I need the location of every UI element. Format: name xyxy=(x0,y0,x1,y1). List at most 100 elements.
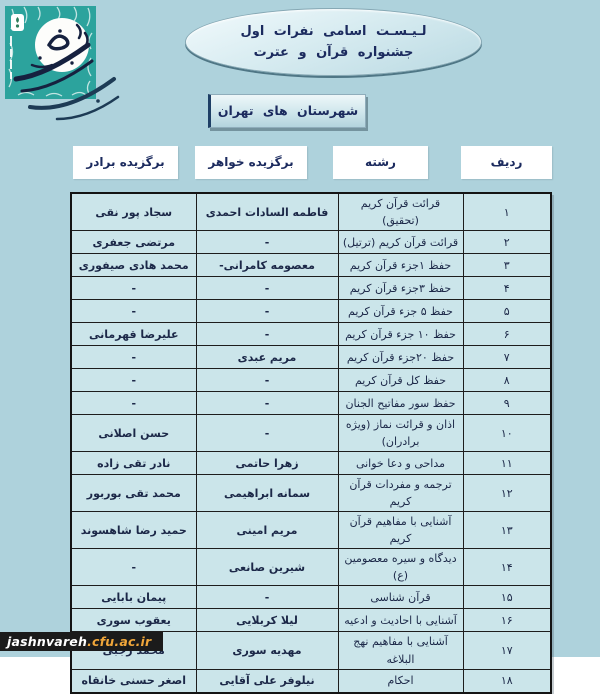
cell-reshteh: حفظ ۱جزء قرآن کریم xyxy=(337,253,464,278)
cell-radif: ۱۲ xyxy=(462,474,552,513)
cell-radif: ۸ xyxy=(462,368,552,393)
cell-baradar: حمید رضا شاهسوند xyxy=(70,511,197,550)
cell-baradar: پیمان بابایی xyxy=(70,585,197,610)
cell-radif: ۱۷ xyxy=(462,631,552,670)
cell-khahar: - xyxy=(195,299,339,324)
cell-radif: ۴ xyxy=(462,276,552,301)
cell-khahar: - xyxy=(195,368,339,393)
table-row: ۱۶ آشنایی با احادیث و ادعیه لیلا کربلایی یع… xyxy=(70,608,552,633)
table-row: ۷ حفظ ۲۰جزء قرآن کریم مریم عبدی - xyxy=(70,345,552,370)
cell-reshteh: احکام xyxy=(337,668,464,694)
cell-baradar: - xyxy=(70,299,197,324)
table-row: ۱۲ ترجمه و مفردات قرآن کریم سمانه ابراهیمی… xyxy=(70,474,552,513)
cell-khahar: - xyxy=(195,585,339,610)
cell-reshteh: حفظ سور مفاتیح الجنان xyxy=(337,391,464,416)
cell-khahar: - xyxy=(195,414,339,453)
cell-radif: ۹ xyxy=(462,391,552,416)
cell-khahar: مریم عبدی xyxy=(195,345,339,370)
cell-reshteh: مداحی و دعا خوانی xyxy=(337,451,464,476)
cell-baradar: سجاد پور نقی xyxy=(70,192,197,232)
table-row: ۲ قرائت قرآن کریم (ترتیل) - مرتضی جعفری xyxy=(70,230,552,255)
table-row: ۸ حفظ کل قرآن کریم - - xyxy=(70,368,552,393)
table-row: ۱۳ آشنایی با مفاهیم قرآن کریم مریم امینی حم… xyxy=(70,511,552,550)
results-table: ۱ قرائت قرآن کریم (تحقیق) فاطمه السادات اح… xyxy=(70,192,552,694)
cell-reshteh: آشنایی با مفاهیم قرآن کریم xyxy=(337,511,464,550)
cell-baradar: مرتضی جعفری xyxy=(70,230,197,255)
region-label: شهرستان های تهران xyxy=(208,94,366,128)
cell-radif: ۱۱ xyxy=(462,451,552,476)
cell-baradar: محمد تقی بوربور xyxy=(70,474,197,513)
table-row: ۳ حفظ ۱جزء قرآن کریم معصومه کامرانی- محمد ه… xyxy=(70,253,552,278)
festival-logo xyxy=(2,3,152,143)
cell-khahar: لیلا کربلایی xyxy=(195,608,339,633)
cell-radif: ۲ xyxy=(462,230,552,255)
title-line1: لـیـسـت اسامی نفرات اول xyxy=(240,23,427,39)
table-row: ۹ حفظ سور مفاتیح الجنان - - xyxy=(70,391,552,416)
cell-baradar: علیرضا قهرمانی xyxy=(70,322,197,347)
cell-reshteh: قرآن شناسی xyxy=(337,585,464,610)
table-row: ۱۵ قرآن شناسی - پیمان بابایی xyxy=(70,585,552,610)
cell-baradar: - xyxy=(70,368,197,393)
column-header-baradar: برگزیده برادر xyxy=(73,146,178,179)
cell-reshteh: حفظ کل قرآن کریم xyxy=(337,368,464,393)
column-header-radif: ردیف xyxy=(461,146,552,179)
cell-reshteh: حفظ ۵ جزء قرآن کریم xyxy=(337,299,464,324)
cell-khahar: - xyxy=(195,391,339,416)
column-header-reshteh: رشته xyxy=(333,146,428,179)
cell-baradar: - xyxy=(70,548,197,587)
cell-khahar: مهدیه سوری xyxy=(195,631,339,670)
cell-khahar: معصومه کامرانی- xyxy=(195,253,339,278)
table-row: ۱ قرائت قرآن کریم (تحقیق) فاطمه السادات اح… xyxy=(70,192,552,232)
cell-khahar: سمانه ابراهیمی xyxy=(195,474,339,513)
cell-khahar: نیلوفر علی آقایی xyxy=(195,668,339,694)
cell-reshteh: آشنایی با مفاهیم نهج البلاغه xyxy=(337,631,464,670)
cell-khahar: - xyxy=(195,276,339,301)
column-header-khahar: برگزیده خواهر xyxy=(195,146,307,179)
cell-radif: ۶ xyxy=(462,322,552,347)
cell-radif: ۱ xyxy=(462,192,552,232)
website-badge: jashnvareh .cfu.ac.ir xyxy=(0,632,164,651)
table-row: ۵ حفظ ۵ جزء قرآن کریم - - xyxy=(70,299,552,324)
cell-reshteh: اذان و قرائت نماز (ویژه برادران) xyxy=(337,414,464,453)
cell-reshteh: حفظ ۱۰ جزء قرآن کریم xyxy=(337,322,464,347)
cell-khahar: مریم امینی xyxy=(195,511,339,550)
title-line2: جشنواره قرآن و عترت xyxy=(253,45,414,60)
cell-radif: ۱۶ xyxy=(462,608,552,633)
cell-baradar: محمد هادی صیفوری xyxy=(70,253,197,278)
cell-radif: ۱۳ xyxy=(462,511,552,550)
cell-radif: ۱۵ xyxy=(462,585,552,610)
table-row: ۱۰ اذان و قرائت نماز (ویژه برادران) - حسن ا… xyxy=(70,414,552,453)
title-banner: لـیـسـت اسامی نفرات اول جشنواره قرآن و ع… xyxy=(185,8,482,76)
festival-logo-icon xyxy=(5,6,120,121)
cell-radif: ۵ xyxy=(462,299,552,324)
cell-baradar: نادر تقی زاده xyxy=(70,451,197,476)
cell-radif: ۱۰ xyxy=(462,414,552,453)
table-row: ۱۸ احکام نیلوفر علی آقایی اصغر حسنی خانقاه xyxy=(70,668,552,694)
cell-khahar: زهرا حاتمی xyxy=(195,451,339,476)
cell-baradar: - xyxy=(70,276,197,301)
cell-khahar: فاطمه السادات احمدی xyxy=(195,192,339,232)
cell-reshteh: حفظ ۳جزء قرآن کریم xyxy=(337,276,464,301)
cell-khahar: - xyxy=(195,322,339,347)
cell-baradar: - xyxy=(70,345,197,370)
cell-reshteh: آشنایی با احادیث و ادعیه xyxy=(337,608,464,633)
cell-radif: ۷ xyxy=(462,345,552,370)
table-row: ۴ حفظ ۳جزء قرآن کریم - - xyxy=(70,276,552,301)
site-suffix: .cfu.ac.ir xyxy=(87,634,152,649)
table-row: ۱۱ مداحی و دعا خوانی زهرا حاتمی نادر تقی زا… xyxy=(70,451,552,476)
site-prefix: jashnvareh xyxy=(7,634,88,649)
table-row: ۱۴ دیدگاه و سیره معصومین (ع) شیرین صانعی - xyxy=(70,548,552,587)
cell-reshteh: قرائت قرآن کریم (تحقیق) xyxy=(337,192,464,232)
cell-baradar: اصغر حسنی خانقاه xyxy=(70,668,197,694)
table-row: ۶ حفظ ۱۰ جزء قرآن کریم - علیرضا قهرمانی xyxy=(70,322,552,347)
cell-baradar: یعقوب سوری xyxy=(70,608,197,633)
cell-radif: ۱۸ xyxy=(462,668,552,694)
cell-reshteh: ترجمه و مفردات قرآن کریم xyxy=(337,474,464,513)
cell-reshteh: حفظ ۲۰جزء قرآن کریم xyxy=(337,345,464,370)
cell-khahar: شیرین صانعی xyxy=(195,548,339,587)
cell-reshteh: دیدگاه و سیره معصومین (ع) xyxy=(337,548,464,587)
cell-radif: ۳ xyxy=(462,253,552,278)
cell-khahar: - xyxy=(195,230,339,255)
cell-radif: ۱۴ xyxy=(462,548,552,587)
